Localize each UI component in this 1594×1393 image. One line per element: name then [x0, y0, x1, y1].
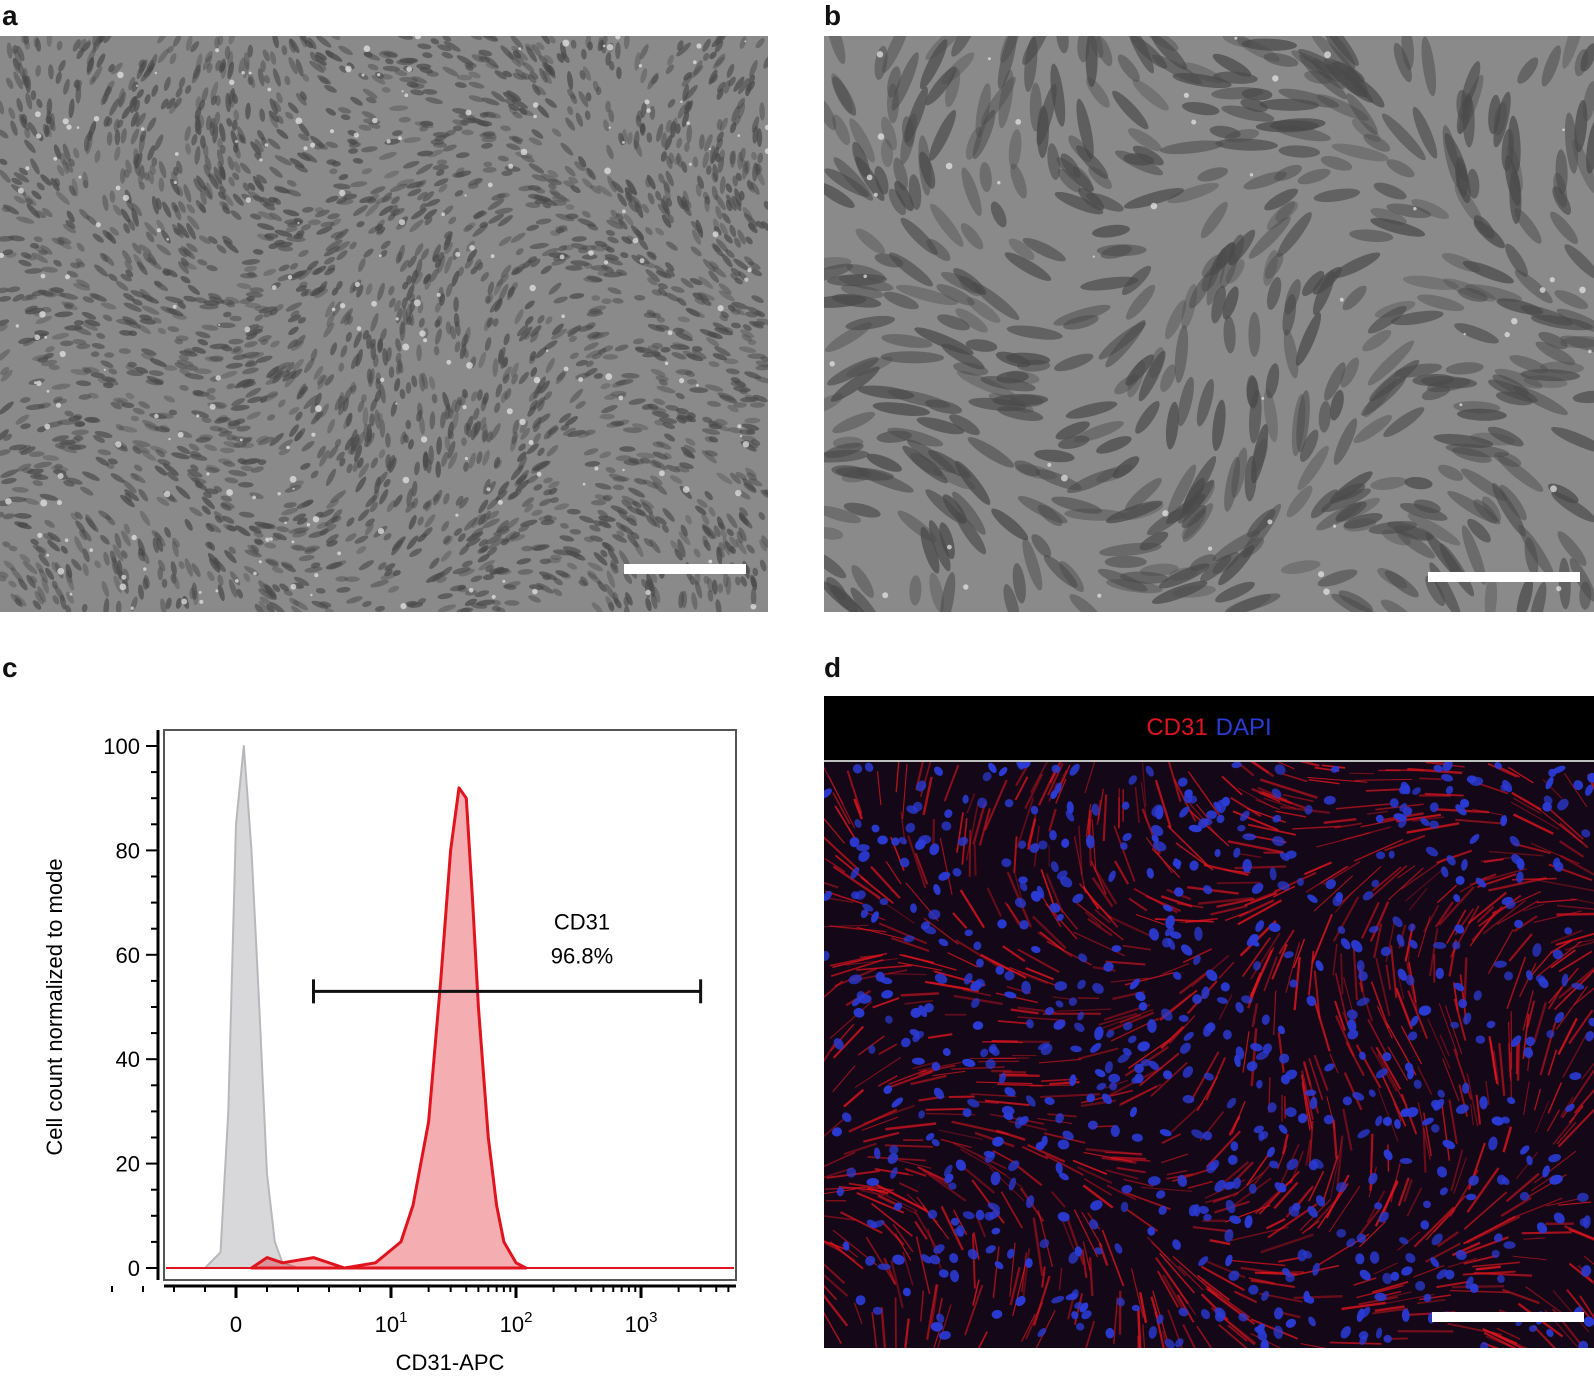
scale-bar-b — [1428, 572, 1580, 582]
micrograph-b — [824, 36, 1594, 612]
x-tick-label: 102 — [500, 1309, 533, 1337]
micrograph-a — [0, 36, 768, 612]
x-axis-label: CD31-APC — [396, 1350, 505, 1375]
y-tick-label: 100 — [103, 734, 140, 759]
y-tick-label: 0 — [128, 1256, 140, 1281]
y-tick-label: 60 — [116, 943, 140, 968]
panel-d-stain-header: CD31 DAPI — [824, 696, 1594, 762]
panel-letter-d: d — [824, 652, 842, 683]
x-tick-label: 0 — [230, 1312, 242, 1337]
stain-label-dapi: DAPI — [1215, 714, 1272, 741]
series-control-area — [204, 745, 330, 1269]
micrograph-d-image — [824, 762, 1594, 1348]
y-axis-label: Cell count normalized to mode — [42, 858, 67, 1155]
y-tick-label: 20 — [116, 1152, 140, 1177]
stain-label-cd31: CD31 — [1146, 714, 1208, 741]
y-tick-label: 40 — [116, 1047, 140, 1072]
panel-letter-c: c — [2, 652, 18, 683]
series-cd31-area — [250, 786, 528, 1270]
micrograph-a-image — [0, 36, 768, 612]
panel-letter-a: a — [2, 0, 18, 31]
plot-frame — [163, 729, 737, 1281]
scale-bar-a — [624, 564, 746, 574]
y-tick-label: 80 — [116, 838, 140, 863]
micrograph-b-image — [824, 36, 1594, 612]
gate-percent: 96.8% — [551, 943, 613, 968]
micrograph-d — [824, 762, 1594, 1348]
panel-letter-b: b — [824, 0, 842, 31]
x-tick-label: 101 — [375, 1309, 408, 1337]
x-tick-label: 103 — [625, 1309, 658, 1337]
gate-label: CD31 — [554, 909, 610, 934]
scale-bar-d — [1432, 1312, 1584, 1322]
flow-histogram-chart: 0 20 40 60 80 100 Cell count normalized to mod… — [42, 729, 737, 1375]
